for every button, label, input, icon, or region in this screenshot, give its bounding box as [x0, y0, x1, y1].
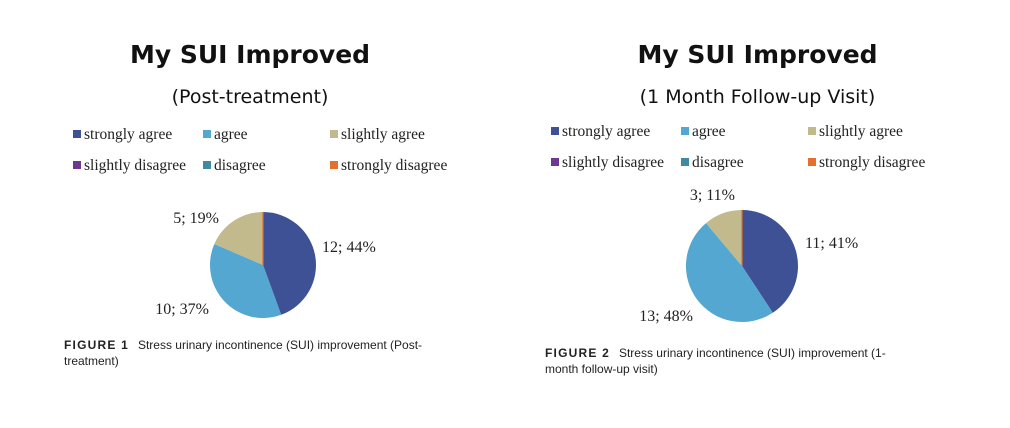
pie-slice-agree — [209, 244, 282, 318]
legend-swatch — [203, 161, 211, 169]
legend-label: strongly agree — [562, 123, 651, 140]
legend-swatch — [681, 127, 689, 135]
legend-swatch — [551, 127, 559, 135]
legend-label: slightly agree — [819, 123, 903, 140]
figure-label: FIGURE 1 — [64, 338, 129, 352]
legend-swatch — [551, 158, 559, 166]
legend-item-strongly-agree: strongly agree — [551, 123, 650, 141]
legend-label: strongly agree — [84, 126, 173, 143]
pie-data-label-strongly-agree: 12; 44% — [322, 239, 376, 256]
pie-slice-agree — [685, 223, 773, 323]
legend-item-disagree: disagree — [681, 154, 744, 172]
figure-caption-text-line2: treatment) — [64, 354, 119, 368]
figure-caption-text: Stress urinary incontinence (SUI) improv… — [618, 346, 886, 360]
pie-slice-strongly-agree — [742, 210, 799, 313]
chart-panel-follow-up: My SUI Improved (1 Month Follow-up Visit… — [505, 0, 1010, 428]
legend-swatch — [330, 130, 338, 138]
legend-item-slightly-disagree: slightly disagree — [551, 154, 664, 172]
legend-item-agree: agree — [203, 126, 248, 144]
legend-label: slightly disagree — [562, 154, 665, 171]
chart-subtitle: (Post-treatment) — [171, 86, 329, 108]
legend-swatch — [330, 161, 338, 169]
pie-slice-strongly-agree — [263, 212, 316, 315]
chart-subtitle: (1 Month Follow-up Visit) — [639, 86, 876, 108]
figure-label: FIGURE 2 — [545, 346, 610, 360]
legend-label: disagree — [214, 157, 266, 174]
legend-swatch — [73, 161, 81, 169]
legend-item-slightly-agree: slightly agree — [330, 126, 425, 144]
legend-item-agree: agree — [681, 123, 726, 141]
legend-label: strongly disagree — [341, 157, 448, 174]
chart-title: My SUI Improved — [129, 40, 371, 69]
pie-slice-slightly-agree — [214, 211, 263, 265]
legend-label: disagree — [692, 154, 744, 171]
pie-data-label-agree: 13; 48% — [639, 308, 693, 325]
pie-chart: 12; 44% 10; 37% 5; 19% — [155, 210, 376, 318]
pie-data-label-slightly-agree: 5; 19% — [173, 210, 219, 227]
figure-caption-text: Stress urinary incontinence (SUI) improv… — [137, 338, 423, 352]
legend-item-strongly-disagree: strongly disagree — [808, 154, 925, 172]
chart-panel-post-treatment: My SUI Improved (Post-treatment) strongl… — [0, 0, 500, 428]
legend-label: strongly disagree — [819, 154, 926, 171]
legend-label: slightly agree — [341, 126, 425, 143]
figure-caption: FIGURE 2 Stress urinary incontinence (SUI… — [545, 345, 985, 377]
pie-data-label-slightly-agree: 3; 11% — [690, 187, 735, 204]
pie-chart: 11; 41% 13; 48% 3; 11% — [639, 187, 858, 325]
legend-label: slightly disagree — [84, 157, 187, 174]
legend-label: agree — [692, 123, 726, 140]
legend-item-disagree: disagree — [203, 157, 266, 175]
legend-swatch — [73, 130, 81, 138]
legend-swatch — [808, 127, 816, 135]
figure-caption-text-line2: month follow-up visit) — [545, 362, 658, 376]
legend-item-slightly-agree: slightly agree — [808, 123, 903, 141]
pie-slice-slightly-agree — [706, 210, 742, 266]
chart-title: My SUI Improved — [637, 40, 878, 69]
legend-label: agree — [214, 126, 248, 143]
legend-swatch — [681, 158, 689, 166]
pie-data-label-strongly-agree: 11; 41% — [805, 235, 858, 252]
legend-item-strongly-disagree: strongly disagree — [330, 157, 447, 175]
legend-swatch — [203, 130, 211, 138]
pie-data-label-agree: 10; 37% — [155, 301, 209, 318]
figure-caption: FIGURE 1 Stress urinary incontinence (SUI… — [64, 337, 484, 369]
legend-swatch — [808, 158, 816, 166]
legend-item-strongly-agree: strongly agree — [73, 126, 172, 144]
legend-item-slightly-disagree: slightly disagree — [73, 157, 186, 175]
